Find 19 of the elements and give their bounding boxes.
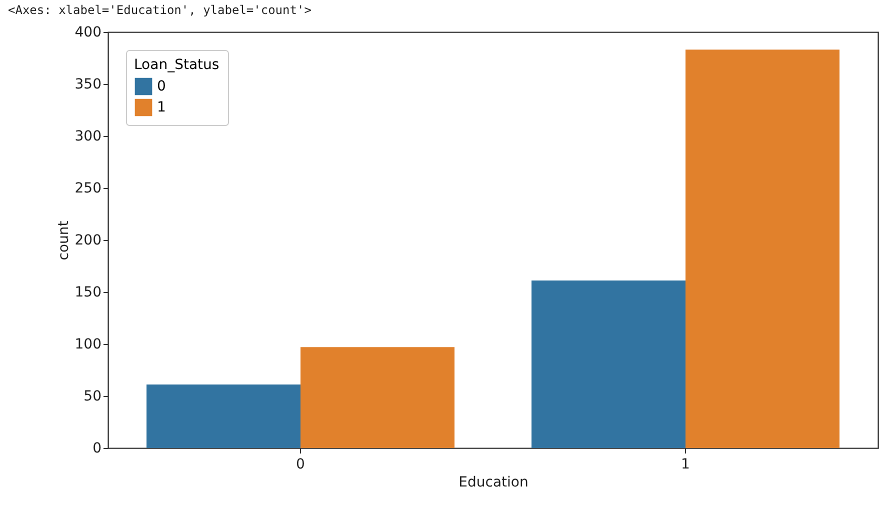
bar <box>146 384 300 448</box>
legend-label: 0 <box>157 78 166 94</box>
bar <box>300 347 454 448</box>
x-axis-title: Education <box>458 474 528 490</box>
y-tick-label: 0 <box>92 440 102 456</box>
y-tick-label: 100 <box>74 336 102 352</box>
y-tick-label: 400 <box>74 24 102 40</box>
y-tick-label: 250 <box>74 180 102 196</box>
y-tick-label: 350 <box>74 76 102 92</box>
y-tick-label: 50 <box>84 388 102 404</box>
bar <box>532 280 686 448</box>
y-tick-label: 300 <box>74 128 102 144</box>
bar <box>686 50 840 448</box>
y-tick-label: 200 <box>74 232 102 248</box>
y-tick-label: 150 <box>74 284 102 300</box>
legend-title: Loan_Status <box>134 57 220 73</box>
y-axis-title: count <box>56 220 72 260</box>
legend-label: 1 <box>157 100 166 116</box>
text: <Axes: xlabel='Education', ylabel='count'> <box>8 3 312 17</box>
